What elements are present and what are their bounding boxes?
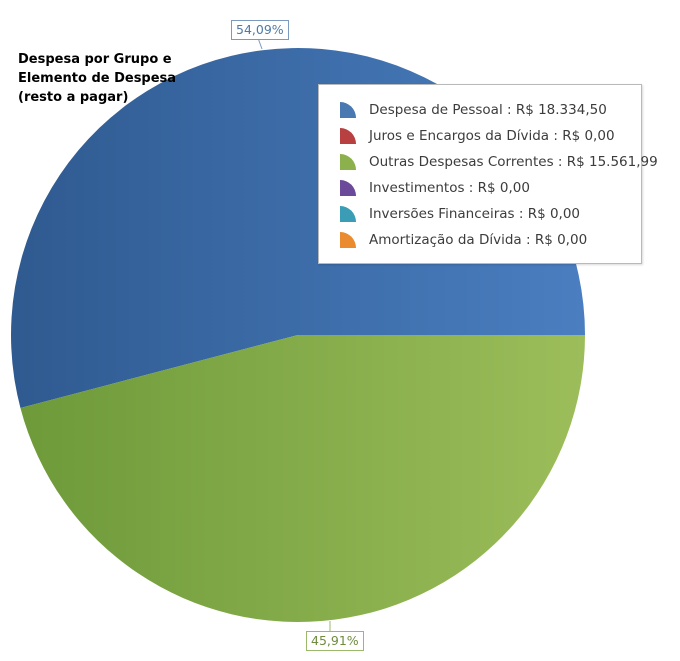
legend-label: Investimentos : R$ 0,00: [369, 180, 530, 196]
legend-item-outras-despesas-correntes[interactable]: Outras Despesas Correntes : R$ 15.561,99: [339, 149, 658, 175]
pct-label-despesa-de-pessoal: 54,09%: [231, 20, 289, 40]
pct-label-outras-despesas-correntes: 45,91%: [306, 631, 364, 651]
legend-item-despesa-de-pessoal[interactable]: Despesa de Pessoal : R$ 18.334,50: [339, 97, 641, 123]
legend-item-investimentos[interactable]: Investimentos : R$ 0,00: [339, 175, 641, 201]
legend-label: Despesa de Pessoal : R$ 18.334,50: [369, 102, 607, 118]
chart-title: Despesa por Grupo e Elemento de Despesa …: [18, 52, 177, 105]
legend-label: Outras Despesas Correntes : R$ 15.561,99: [369, 154, 658, 170]
legend-label: Amortização da Dívida : R$ 0,00: [369, 232, 588, 248]
legend-swatch: [339, 153, 357, 171]
legend-item-amortizacao-da-divida[interactable]: Amortização da Dívida : R$ 0,00: [339, 227, 641, 253]
legend-swatch: [339, 231, 357, 249]
legend-swatch: [339, 127, 357, 145]
legend-label: Juros e Encargos da Dívida : R$ 0,00: [369, 128, 615, 144]
legend-swatch: [339, 179, 357, 197]
legend-swatch: [339, 101, 357, 119]
legend-item-inversoes-financeiras[interactable]: Inversões Financeiras : R$ 0,00: [339, 201, 641, 227]
pie-slice-outras-despesas-correntes[interactable]: [20, 335, 586, 623]
legend-item-juros-e-encargos-da-divida[interactable]: Juros e Encargos da Dívida : R$ 0,00: [339, 123, 641, 149]
chart-legend: Despesa de Pessoal : R$ 18.334,50 Juros …: [318, 84, 658, 264]
legend-label: Inversões Financeiras : R$ 0,00: [369, 206, 581, 222]
legend-swatch: [339, 205, 357, 223]
